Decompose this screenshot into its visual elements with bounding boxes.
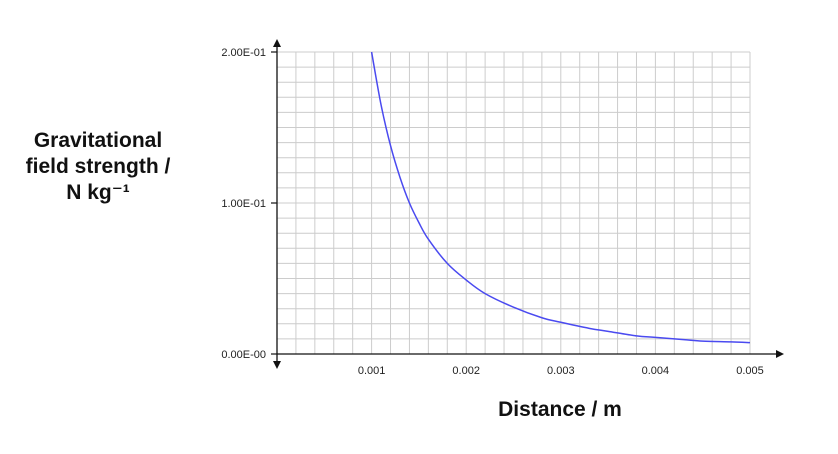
y-tick-label: 2.00E-01 [221,47,266,59]
y-axis-label-line-1: Gravitational [33,129,163,152]
plot-area [370,51,751,344]
chart-axes [273,39,784,369]
y-axis-arrow-up-icon [273,39,281,47]
x-tick-label: 0.005 [736,365,764,377]
y-axis-label-line-3: N kg⁻¹ [66,181,130,204]
x-axis-label: Distance / m [498,398,622,421]
x-axis-arrow-right-icon [776,350,784,358]
x-tick-labels: 0.001 0.002 0.003 0.004 0.005 [358,365,764,377]
chart-grid [277,51,751,354]
y-tick-label: 1.00E-01 [221,198,266,210]
x-tick-label: 0.003 [547,365,575,377]
x-tick-label: 0.001 [358,365,386,377]
x-tick-label: 0.002 [452,365,480,377]
y-tick-labels: 0.00E-00 1.00E-01 2.00E-01 [221,47,277,361]
y-axis-label-line-2: field strength / [25,155,171,178]
y-axis-arrow-down-icon [273,361,281,369]
y-axis-label: Gravitational field strength / N kg⁻¹ [0,128,196,206]
y-tick-label: 0.00E-00 [221,349,266,361]
series-line [370,51,751,344]
x-tick-label: 0.004 [642,365,670,377]
